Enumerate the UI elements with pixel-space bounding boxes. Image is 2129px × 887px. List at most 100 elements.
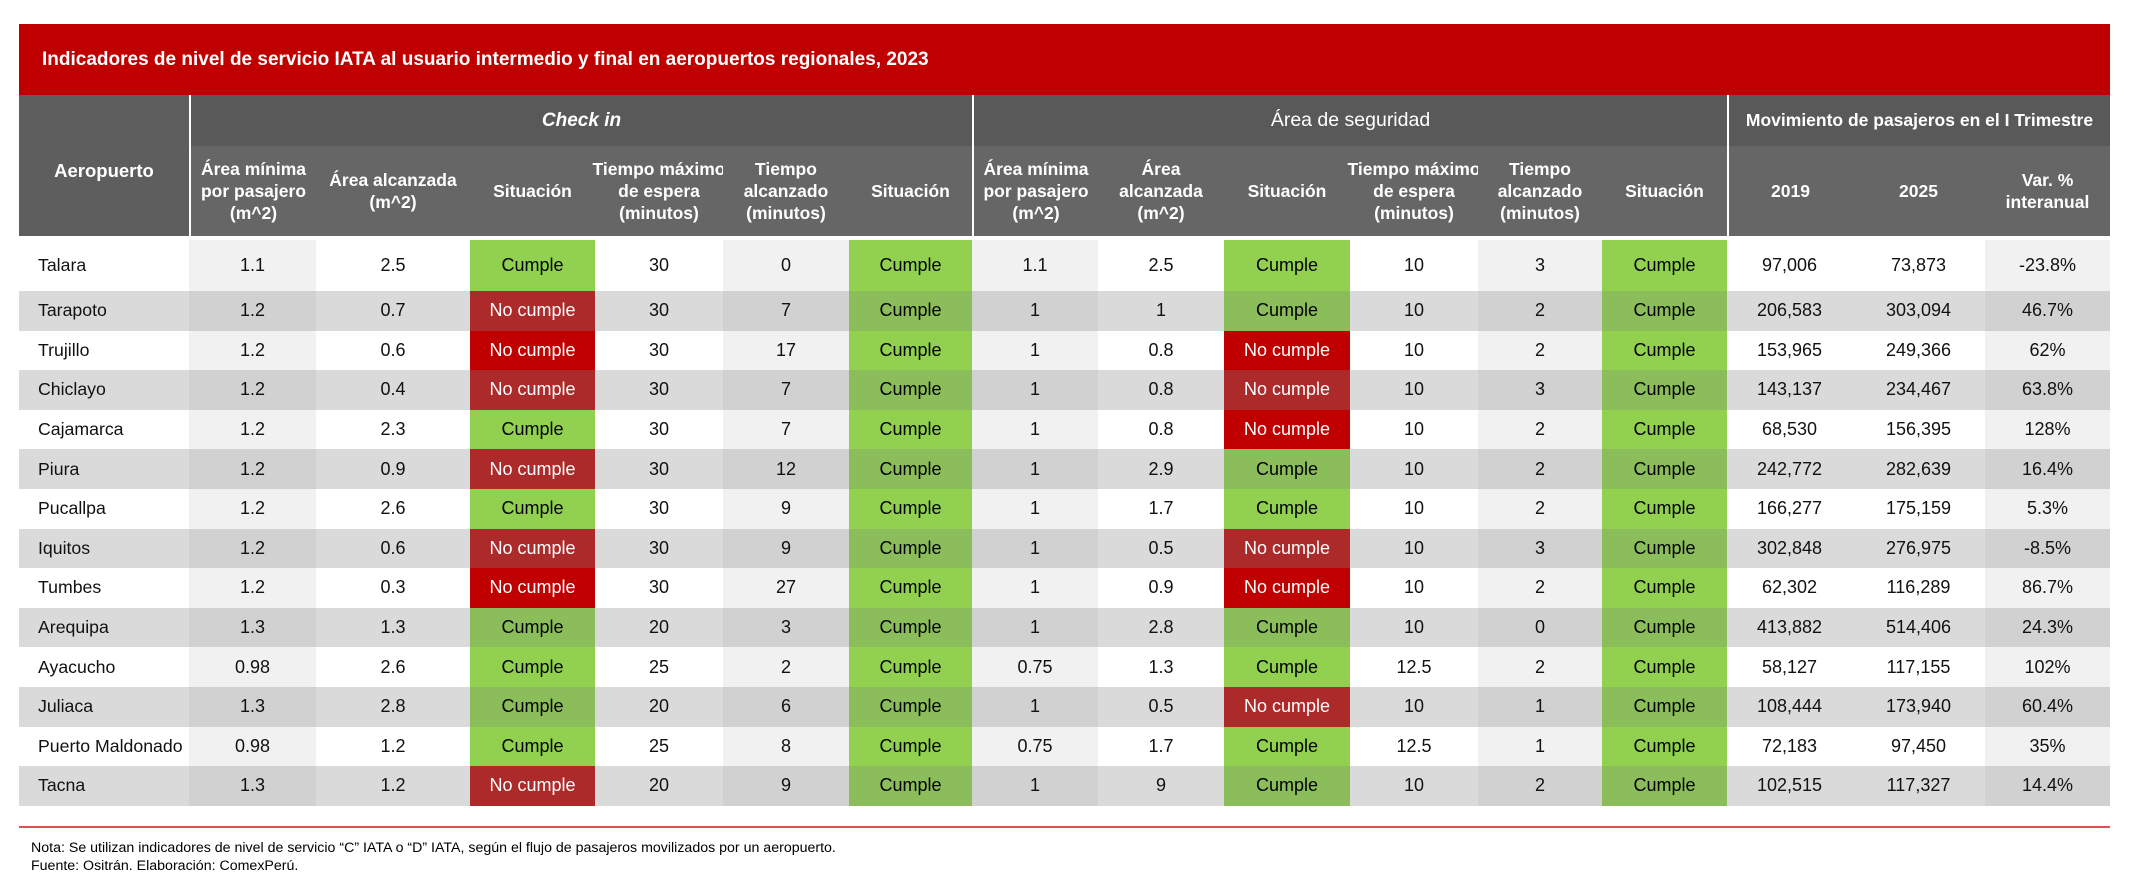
value-cell: 30 — [595, 568, 723, 608]
status-cell-cumple: Cumple — [849, 409, 972, 450]
status-cell-cumple: Cumple — [470, 726, 595, 767]
value-cell: 0 — [1478, 607, 1602, 648]
column-group-header: Check in — [189, 95, 972, 146]
column-header: 2025 — [1852, 146, 1985, 236]
status-cell-cumple: Cumple — [1224, 766, 1350, 806]
row-header-label: Aeropuerto — [19, 95, 189, 236]
value-cell: 1.2 — [189, 449, 316, 489]
column-header: Tiempo alcanzado (minutos) — [723, 146, 849, 236]
value-cell: 2 — [1478, 766, 1602, 806]
value-cell: 0.98 — [189, 726, 316, 767]
table-header: Aeropuerto Check in Área mínima por pasaje… — [19, 95, 2110, 236]
value-cell: 0.6 — [316, 330, 470, 371]
value-cell: 0.5 — [1098, 528, 1224, 569]
status-cell-cumple: Cumple — [849, 647, 972, 687]
value-cell: 1.7 — [1098, 726, 1224, 767]
status-cell-no-cumple: No cumple — [470, 370, 595, 410]
status-cell-cumple: Cumple — [849, 370, 972, 410]
value-cell: 1.3 — [316, 607, 470, 648]
value-cell: 7 — [723, 370, 849, 410]
value-cell: 1.3 — [1098, 647, 1224, 687]
value-cell: 10 — [1350, 766, 1478, 806]
value-cell: 68,530 — [1727, 409, 1852, 450]
value-cell: 2.8 — [316, 686, 470, 727]
value-cell: 30 — [595, 330, 723, 371]
value-cell: 153,965 — [1727, 330, 1852, 371]
status-cell-no-cumple: No cumple — [1224, 409, 1350, 450]
value-cell: 1 — [1478, 686, 1602, 727]
value-cell: 10 — [1350, 330, 1478, 371]
value-cell: 9 — [723, 488, 849, 529]
airport-name: Tarapoto — [19, 291, 189, 331]
status-cell-cumple: Cumple — [1224, 726, 1350, 767]
value-cell: 30 — [595, 488, 723, 529]
value-cell: 97,006 — [1727, 240, 1852, 291]
value-cell: 3 — [1478, 528, 1602, 569]
status-cell-cumple: Cumple — [1602, 409, 1727, 450]
value-cell: 0.7 — [316, 291, 470, 331]
value-cell: 2.6 — [316, 647, 470, 687]
value-cell: 20 — [595, 686, 723, 727]
status-cell-cumple: Cumple — [1602, 766, 1727, 806]
status-cell-cumple: Cumple — [470, 488, 595, 529]
value-cell: 206,583 — [1727, 291, 1852, 331]
value-cell: 1.2 — [316, 766, 470, 806]
value-cell: 413,882 — [1727, 607, 1852, 648]
value-cell: 1 — [972, 449, 1098, 489]
value-cell: 117,155 — [1852, 647, 1985, 687]
value-cell: 30 — [595, 370, 723, 410]
value-cell: 12 — [723, 449, 849, 489]
value-cell: 3 — [1478, 370, 1602, 410]
status-cell-cumple: Cumple — [1602, 607, 1727, 648]
value-cell: 1.2 — [316, 726, 470, 767]
value-cell: 1.1 — [972, 240, 1098, 291]
value-cell: 2.8 — [1098, 607, 1224, 648]
value-cell: 10 — [1350, 409, 1478, 450]
status-cell-cumple: Cumple — [849, 488, 972, 529]
value-cell: 6 — [723, 686, 849, 727]
value-cell: 62% — [1985, 330, 2110, 371]
value-cell: 14.4% — [1985, 766, 2110, 806]
value-cell: 17 — [723, 330, 849, 371]
value-cell: 1 — [972, 607, 1098, 648]
value-cell: 86.7% — [1985, 568, 2110, 608]
status-cell-no-cumple: No cumple — [1224, 568, 1350, 608]
status-cell-no-cumple: No cumple — [470, 291, 595, 331]
status-cell-cumple: Cumple — [849, 766, 972, 806]
value-cell: 143,137 — [1727, 370, 1852, 410]
value-cell: 2.3 — [316, 409, 470, 450]
value-cell: 1 — [1098, 291, 1224, 331]
value-cell: 7 — [723, 409, 849, 450]
value-cell: 10 — [1350, 528, 1478, 569]
value-cell: 1.2 — [189, 568, 316, 608]
note-text: Nota: Se utilizan indicadores de nivel d… — [31, 840, 836, 856]
value-cell: 0.75 — [972, 647, 1098, 687]
value-cell: 2 — [1478, 330, 1602, 371]
value-cell: 2 — [1478, 488, 1602, 529]
value-cell: 0 — [723, 240, 849, 291]
value-cell: 1 — [972, 370, 1098, 410]
status-cell-cumple: Cumple — [849, 726, 972, 767]
value-cell: 10 — [1350, 291, 1478, 331]
airport-name: Piura — [19, 449, 189, 489]
value-cell: 20 — [595, 766, 723, 806]
value-cell: 97,450 — [1852, 726, 1985, 767]
value-cell: 73,873 — [1852, 240, 1985, 291]
status-cell-cumple: Cumple — [1602, 686, 1727, 727]
airport-name: Iquitos — [19, 528, 189, 569]
value-cell: 1.7 — [1098, 488, 1224, 529]
status-cell-cumple: Cumple — [470, 409, 595, 450]
value-cell: 173,940 — [1852, 686, 1985, 727]
value-cell: 0.4 — [316, 370, 470, 410]
value-cell: 1 — [972, 488, 1098, 529]
value-cell: 175,159 — [1852, 488, 1985, 529]
status-cell-cumple: Cumple — [470, 686, 595, 727]
status-cell-cumple: Cumple — [1224, 607, 1350, 648]
value-cell: -8.5% — [1985, 528, 2110, 569]
status-cell-cumple: Cumple — [1602, 449, 1727, 489]
value-cell: 30 — [595, 528, 723, 569]
value-cell: 9 — [723, 528, 849, 569]
airport-name: Juliaca — [19, 686, 189, 727]
value-cell: 58,127 — [1727, 647, 1852, 687]
value-cell: -23.8% — [1985, 240, 2110, 291]
